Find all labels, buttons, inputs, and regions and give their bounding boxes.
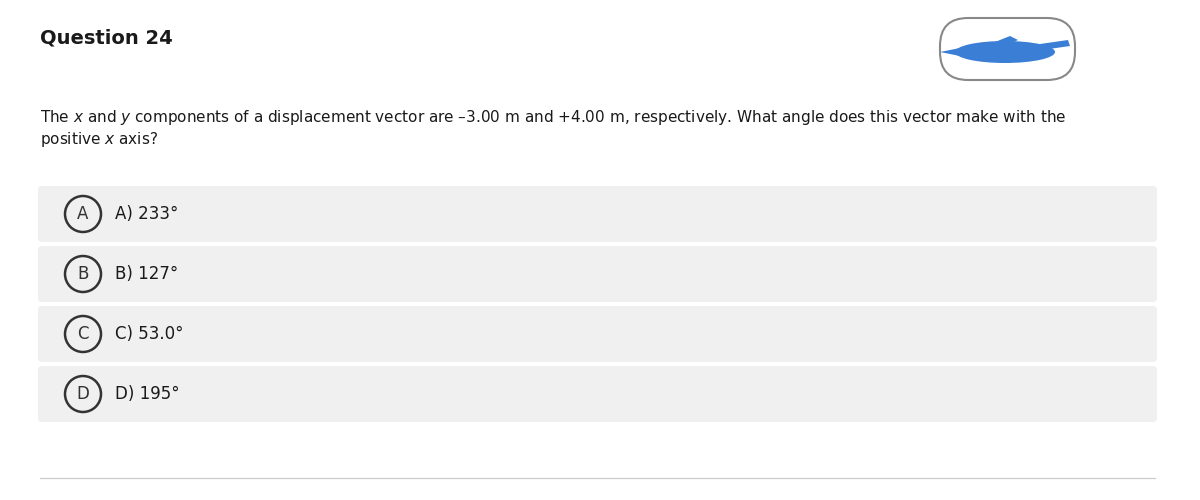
Text: D: D <box>77 385 90 403</box>
FancyBboxPatch shape <box>38 366 1157 422</box>
Text: Question 24: Question 24 <box>40 28 173 48</box>
Text: positive $x$ axis?: positive $x$ axis? <box>40 130 158 149</box>
FancyBboxPatch shape <box>940 18 1075 80</box>
FancyBboxPatch shape <box>38 246 1157 302</box>
Polygon shape <box>995 36 1018 46</box>
Text: B) 127°: B) 127° <box>115 265 179 283</box>
Polygon shape <box>940 46 974 58</box>
Ellipse shape <box>955 41 1055 63</box>
FancyBboxPatch shape <box>38 306 1157 362</box>
Text: D) 195°: D) 195° <box>115 385 180 403</box>
Text: The $x$ and $y$ components of a displacement vector are –3.00 m and +4.00 m, res: The $x$ and $y$ components of a displace… <box>40 108 1067 127</box>
FancyBboxPatch shape <box>38 186 1157 242</box>
Text: C: C <box>77 325 89 343</box>
Text: A) 233°: A) 233° <box>115 205 179 223</box>
Text: C) 53.0°: C) 53.0° <box>115 325 184 343</box>
Text: B: B <box>77 265 89 283</box>
Text: A: A <box>77 205 89 223</box>
Polygon shape <box>1040 40 1070 50</box>
